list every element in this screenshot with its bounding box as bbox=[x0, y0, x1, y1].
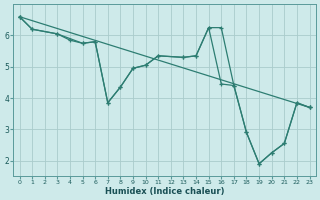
X-axis label: Humidex (Indice chaleur): Humidex (Indice chaleur) bbox=[105, 187, 224, 196]
